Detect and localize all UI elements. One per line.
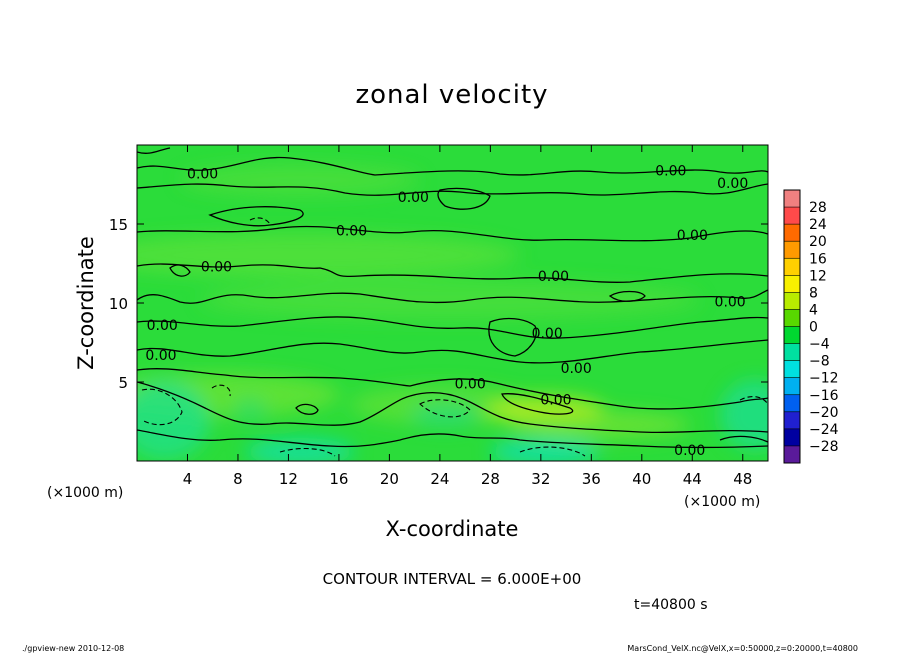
colorbar-level-label: −4	[809, 337, 830, 353]
colorbar-level-label: 4	[809, 302, 818, 318]
colorbar-swatch	[784, 411, 800, 430]
x-axis-label: X-coordinate	[386, 517, 519, 541]
x-unit-label-right: (×1000 m)	[684, 494, 760, 510]
x-tick-label: 36	[582, 470, 601, 488]
contour-labels: 0.00 0.00 0.00 0.00 0.00 0.00 0.00 0.00 0.00 0.00…	[145, 163, 748, 459]
contour-label: 0.00	[540, 392, 571, 408]
x-tick-label: 40	[632, 470, 651, 488]
colorbar-level-label: −8	[809, 354, 830, 370]
contour-label: 0.00	[717, 176, 748, 192]
x-tick-label: 24	[430, 470, 449, 488]
contour-label: 0.00	[655, 163, 686, 179]
colorbar-swatch	[784, 207, 800, 225]
chart-title: zonal velocity	[355, 80, 548, 110]
x-tick-label: 48	[733, 470, 752, 488]
x-tick-label: 20	[380, 470, 399, 488]
footer-left: ./gpview-new 2010-12-08	[22, 644, 124, 653]
contour-label: 0.00	[201, 260, 232, 276]
colorbar-swatch	[784, 445, 800, 464]
y-axis-label: Z-coordinate	[74, 236, 98, 370]
colorbar-swatch	[784, 275, 800, 293]
contour-label: 0.00	[455, 377, 486, 393]
time-text: t=40800 s	[634, 597, 708, 613]
colorbar-swatch	[784, 428, 800, 447]
colorbar-level-label: 24	[809, 217, 827, 233]
colorbar-level-label: −12	[809, 371, 839, 387]
contour-label: 0.00	[561, 361, 592, 377]
contour-label: 0.00	[147, 318, 178, 334]
x-tick-label: 8	[233, 470, 243, 488]
contour-label: 0.00	[145, 348, 176, 364]
contour-label: 0.00	[532, 326, 563, 342]
contour-lines	[137, 147, 768, 449]
colorbar-level-label: 12	[809, 268, 827, 284]
colorbar-swatch	[784, 190, 800, 208]
x-tick-label: 32	[531, 470, 550, 488]
x-tick-label: 44	[683, 470, 702, 488]
colorbar-level-label: 8	[809, 285, 818, 301]
contour-label: 0.00	[677, 228, 708, 244]
x-tick-label: 12	[279, 470, 298, 488]
colorbar-level-label: 20	[809, 234, 827, 250]
contour-label: 0.00	[398, 190, 429, 206]
colorbar-level-label: −24	[809, 422, 839, 438]
colorbar-level-label: −20	[809, 405, 839, 421]
colorbar-level-label: −16	[809, 388, 839, 404]
colorbar-level-label: −28	[809, 439, 839, 455]
x-tick-label: 16	[329, 470, 348, 488]
colorbar-level-label: 28	[809, 200, 827, 216]
contour-label: 0.00	[538, 269, 569, 285]
colorbar-swatch	[784, 224, 800, 242]
x-tick-label: 28	[481, 470, 500, 488]
y-tick-label: 15	[109, 216, 128, 234]
contour-label: 0.00	[715, 294, 746, 310]
colorbar-swatch	[784, 258, 800, 276]
colorbar-swatch	[784, 326, 800, 345]
x-unit-label: (×1000 m)	[47, 485, 123, 501]
footer-right: MarsCond_VelX.nc@VelX,x=0:50000,z=0:2000…	[627, 644, 858, 653]
colorbar-level-label: 16	[809, 251, 827, 267]
contour-label: 0.00	[674, 443, 705, 459]
y-tick-label: 5	[118, 374, 128, 392]
y-tick-label: 10	[109, 295, 128, 313]
colorbar-swatch	[784, 292, 800, 310]
contour-interval-text: CONTOUR INTERVAL = 6.000E+00	[323, 570, 582, 588]
colorbar-level-label: 0	[809, 320, 818, 336]
negative-contour-lines	[141, 217, 768, 457]
colorbar-swatch	[784, 241, 800, 259]
colorbar-swatch	[784, 377, 800, 396]
contour-label: 0.00	[336, 223, 367, 239]
x-tick-label: 4	[183, 470, 193, 488]
colorbar-swatch	[784, 309, 800, 327]
plot-area: 0.00 0.00 0.00 0.00 0.00 0.00 0.00 0.00 0.00 0.00…	[137, 145, 768, 461]
colorbar-swatch	[784, 343, 800, 362]
colorbar-swatch	[784, 394, 800, 413]
x-axis: 4 8 12 16 20 24 28 32 36 40 44 48	[183, 145, 752, 488]
colorbar-swatch	[784, 360, 800, 379]
y-axis: 5 10 15	[109, 216, 768, 392]
contour-label: 0.00	[187, 166, 218, 182]
